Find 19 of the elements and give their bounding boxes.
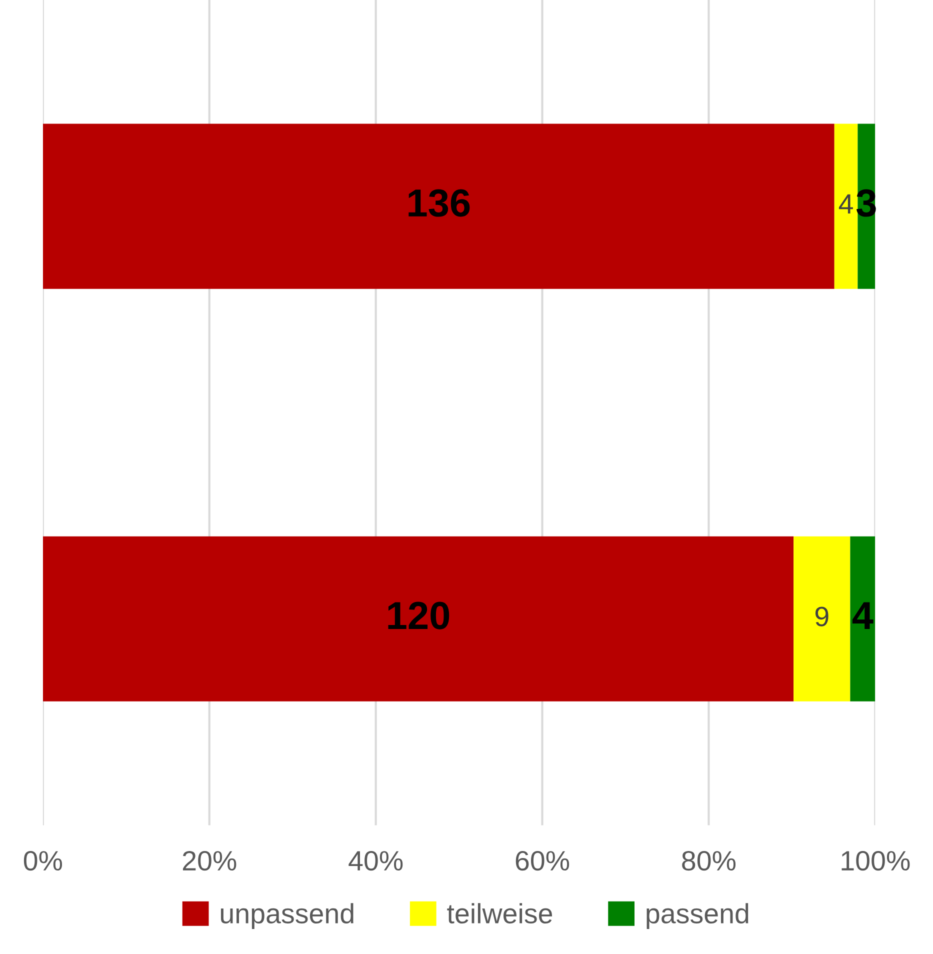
x-tick-label: 100% [842,850,910,871]
annotation: 4 [852,602,874,629]
legend-label: passend [646,903,748,929]
bar [850,536,876,702]
x-tick-label: 20% [182,850,236,871]
x-tick-label: 40% [348,850,403,871]
bar [834,124,858,289]
x-tick-label: 60% [516,850,570,871]
annotation: 120 [388,602,450,630]
bar [42,124,834,289]
annotation: 4 [838,194,853,214]
x-tick-label: 0% [24,850,62,871]
x-tick-label: 80% [682,850,736,871]
annotation: 9 [815,606,828,626]
bar [794,536,850,702]
bar [42,536,794,702]
annotation: 136 [408,189,470,217]
legend-label: unpassend [220,903,354,929]
legend-label: teilweise [447,903,552,924]
